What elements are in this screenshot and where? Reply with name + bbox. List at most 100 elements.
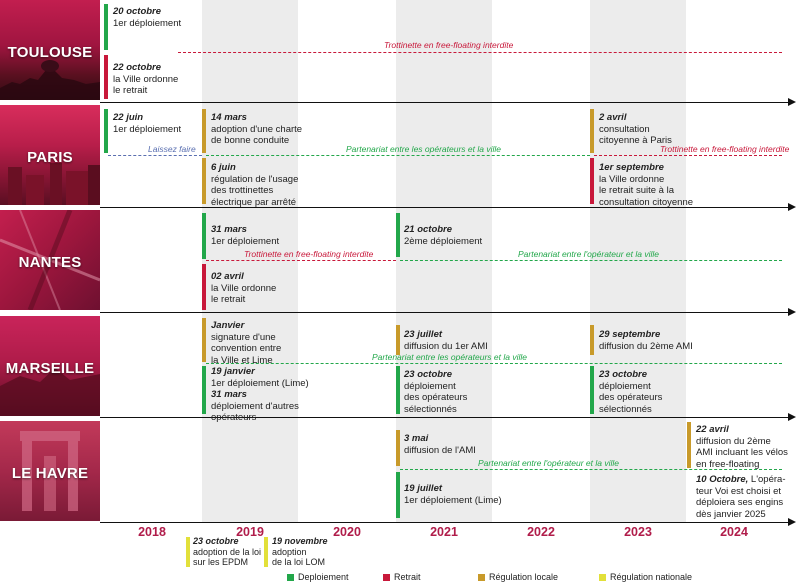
ban-line-toulouse: [178, 52, 782, 53]
event-text: 1er déploiement (Lime): [404, 494, 502, 506]
event-marseille-ami-1: 23 juillet diffusion du 1er AMI: [404, 329, 488, 352]
event-date: 23 octobre: [599, 369, 648, 380]
city-name: NANTES: [18, 254, 82, 271]
event-toulouse-deploiement: 20 octobre 1er déploiement: [113, 6, 181, 29]
axis-arrow: [788, 308, 796, 316]
laisser-faire-line: [108, 155, 202, 156]
city-name: MARSEILLE: [5, 360, 95, 377]
year-label: 2018: [138, 525, 166, 539]
event-lehavre-deploiement: 19 juillet 1er déploiement (Lime): [404, 483, 502, 506]
partnership-label: Partenariat entre les opérateurs et la v…: [346, 144, 501, 154]
regulation-nationale-marker: [186, 537, 190, 567]
regulation-locale-marker: [202, 109, 206, 153]
event-text: adoption d'une charte: [211, 123, 303, 135]
retrait-marker: [104, 55, 108, 99]
event-marseille-convention: Janvier signature d'une convention entre…: [211, 320, 281, 366]
axis-arrow: [788, 413, 796, 421]
event-lehavre-voi: 10 Octobre, L'opéra- teur Voi est choisi…: [696, 474, 785, 520]
event-lehavre-ami-1: 3 mai diffusion de l'AMI: [404, 433, 476, 456]
event-paris-charte: 14 mars adoption d'une charte de bonne c…: [211, 112, 302, 147]
event-text: la Ville ordonne: [599, 173, 665, 185]
event-text: sélectionnés: [404, 403, 457, 415]
event-nantes-deploiement-1: 31 mars 1er déploiement: [211, 224, 279, 247]
regulation-locale-marker: [590, 109, 594, 153]
monument-illustration: [20, 431, 80, 511]
timeline-axis-nantes: [100, 312, 790, 313]
event-text: des opérateurs: [599, 392, 663, 403]
event-date: 19 janvier: [211, 366, 255, 377]
event-text: adoption: [272, 546, 307, 557]
event-date: 22 avril: [696, 424, 729, 435]
event-text: le retrait suite à la: [599, 185, 674, 196]
event-text: convention entre: [211, 343, 282, 354]
year-band-2019: [202, 0, 298, 522]
event-text: déploiera ses engins: [696, 497, 784, 508]
deploiement-marker: [396, 213, 400, 257]
year-label: 2020: [333, 525, 361, 539]
event-text: la Ville et Lime: [211, 354, 273, 366]
partnership-line-nantes: [400, 260, 782, 261]
event-nantes-deploiement-2: 21 octobre 2ème déploiement: [404, 224, 482, 247]
event-text: électrique par arrêté: [211, 196, 297, 208]
event-date: 02 avril: [211, 271, 244, 282]
event-text: sur les EPDM: [193, 557, 249, 567]
event-text: diffusion du 2ème: [696, 435, 771, 447]
event-text: des trottinettes: [211, 185, 274, 196]
city-name: PARIS: [27, 149, 73, 166]
event-marseille-deploiements: 19 janvier 1er déploiement (Lime) 31 mar…: [211, 366, 309, 424]
event-text: de bonne conduite: [211, 135, 290, 146]
regulation-locale-marker: [202, 158, 206, 204]
year-label: 2019: [236, 525, 264, 539]
legend-swatch-deploiement: [287, 574, 294, 581]
deploiement-marker: [590, 366, 594, 414]
partnership-label: Partenariat entre l'opérateur et la vill…: [518, 249, 660, 259]
skyline-illustration: [0, 60, 100, 100]
event-text: consultation: [599, 123, 650, 135]
legend-label: Régulation nationale: [610, 572, 693, 582]
event-text: citoyenne à Paris: [599, 135, 672, 146]
event-date: 10 Octobre,: [696, 474, 749, 485]
city-panel-toulouse: TOULOUSE: [0, 0, 100, 100]
event-date: 19 juillet: [404, 483, 443, 494]
event-date: 23 octobre: [193, 536, 239, 546]
laisser-faire-label: Laissez faire: [148, 144, 196, 154]
event-national-lom: 19 novembre adoption de la loi LOM: [272, 536, 328, 568]
legend-label: Deploiement: [298, 572, 349, 582]
ban-label: Trottinette en free-floating interdite: [660, 144, 790, 154]
event-text: opérateurs: [211, 412, 257, 423]
legend-label: Retrait: [394, 572, 421, 582]
event-date: 19 novembre: [272, 536, 328, 546]
skyline-illustration: [8, 163, 100, 205]
regulation-locale-marker: [396, 430, 400, 466]
event-text: sélectionnés: [599, 403, 652, 415]
regulation-locale-marker: [590, 325, 594, 355]
city-panel-lehavre: LE HAVRE: [0, 421, 100, 521]
event-date: 22 octobre: [113, 62, 162, 73]
event-text: le retrait: [211, 294, 246, 305]
event-marseille-selection-2021: 23 octobre déploiement des opérateurs sé…: [404, 369, 467, 415]
event-date: 22 juin: [113, 112, 144, 123]
event-date: Janvier: [211, 320, 245, 331]
event-date: 14 mars: [211, 112, 247, 123]
year-label: 2021: [430, 525, 458, 539]
event-text: des opérateurs: [404, 392, 468, 403]
event-text: 2ème déploiement: [404, 235, 483, 247]
event-toulouse-retrait: 22 octobre la Ville ordonne le retrait: [113, 62, 178, 97]
axis-arrow: [788, 518, 796, 526]
event-text: AMI incluant les vélos: [696, 447, 788, 458]
event-date: 6 juin: [211, 162, 236, 173]
city-panel-nantes: NANTES: [0, 210, 100, 310]
event-text: diffusion du 1er AMI: [404, 340, 488, 352]
regulation-locale-marker: [202, 318, 206, 362]
regulation-locale-marker: [687, 422, 691, 468]
year-band-2023: [590, 0, 686, 522]
deploiement-marker: [396, 366, 400, 414]
event-paris-consultation: 2 avril consultation citoyenne à Paris: [599, 112, 672, 147]
event-marseille-ami-2: 29 septembre diffusion du 2ème AMI: [599, 329, 693, 352]
event-text: déploiement: [404, 380, 456, 392]
city-name: TOULOUSE: [7, 44, 93, 61]
city-panel-paris: PARIS: [0, 105, 100, 205]
partnership-line-lehavre: [400, 469, 782, 470]
axis-arrow: [788, 203, 796, 211]
timeline-axis-toulouse: [100, 102, 790, 103]
